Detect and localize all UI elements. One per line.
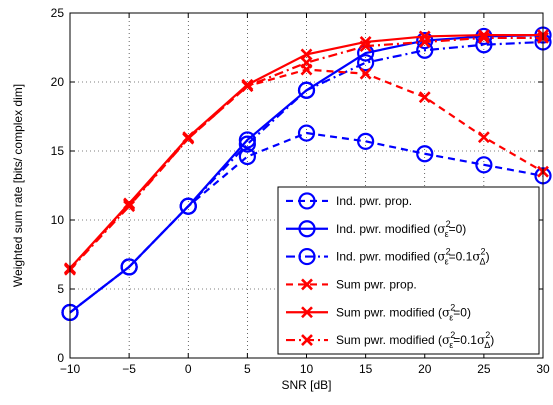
legend-text: Ind. pwr. modified ( [336,222,437,236]
ticks: −10 −5 0 5 10 15 20 25 30 0 5 10 15 20 25 [51,6,550,376]
legend-symbol: σ [437,222,445,236]
legend-symbol: σ [472,250,480,264]
legend-superscript: 2 [446,219,451,229]
data-point [182,132,195,145]
data-point [301,334,313,347]
x-tick-label: 10 [300,362,314,376]
data-point [301,278,313,291]
legend-superscript: 2 [446,247,451,257]
legend-superscript: 2 [450,330,455,340]
data-point [418,91,431,104]
legend-text: ) [490,333,494,347]
data-point [298,192,316,210]
data-point [301,306,313,319]
x-tick-label: −10 [60,362,81,376]
data-point [298,247,316,266]
legend-symbol: σ [477,333,485,347]
legend-subscript: ε [449,340,453,350]
legend-text: =0) [449,222,467,236]
legend-text: Sum pwr. modified ( [336,333,442,347]
legend-text: ) [486,250,490,264]
legend-superscript: 2 [485,330,490,340]
data-point [238,147,256,166]
legend-label: Sum pwr. prop. [336,277,417,291]
data-point [477,131,490,144]
legend-subscript: ε [449,312,453,322]
legend-text: Ind. pwr. prop. [336,194,412,208]
legend-label: Sum pwr. modified (σ2 ε=0) [336,302,471,322]
data-point [475,156,493,174]
legend-text: =0) [453,305,471,319]
series-line [69,40,544,314]
legend-subscript: Δ [484,340,490,350]
x-tick-label: 25 [477,362,491,376]
legend-symbol: σ [437,250,445,264]
data-point [297,124,316,142]
legend-text: Ind. pwr. modified ( [336,250,437,264]
y-axis-label: Weighted sum rate [bits/ complex dim] [11,84,25,287]
legend-label: Ind. pwr. modified (σ2 ε=0.1σ2 Δ) [336,247,490,267]
series-line [69,36,543,271]
legend-entry: Ind. pwr. modified (σ2 ε=0.1σ2 Δ) [286,247,490,267]
data-point [238,135,256,153]
x-tick-label: −5 [122,362,136,376]
legend-label: Ind. pwr. modified (σ2 ε=0) [336,219,466,239]
y-tick-label: 20 [51,75,65,89]
legend-text: Sum pwr. prop. [336,277,417,291]
data-point [416,145,434,163]
data-point [297,81,316,99]
data-point [123,197,136,210]
legend-entry: Ind. pwr. prop. [286,192,412,210]
legend-symbol: σ [442,305,450,319]
data-point [357,132,375,150]
data-point [241,80,254,93]
data-point [416,31,434,50]
data-point [475,27,493,46]
data-point [359,67,372,80]
series [61,33,552,322]
data-point [300,56,313,69]
y-tick-label: 15 [51,144,65,158]
legend-box [277,186,540,355]
legend-label: Ind. pwr. prop. [336,194,412,208]
data-point [298,220,316,238]
x-tick-label: 0 [185,362,192,376]
x-axis-label: SNR [dB] [281,378,331,392]
legend-subscript: Δ [480,257,486,267]
x-tick-label: 20 [418,362,432,376]
x-tick-label: 30 [536,362,550,376]
data-point [120,258,138,276]
legend-text: =0.1 [449,250,473,264]
legend-subscript: ε [445,257,449,267]
legend-entry: Sum pwr. prop. [286,277,417,291]
data-point [418,36,431,48]
legend-subscript: ε [445,229,449,239]
legend-text: =0.1 [453,333,477,347]
x-tick-label: 5 [244,362,251,376]
legend: Ind. pwr. prop.Ind. pwr. modified (σ2 ε=0… [277,186,540,355]
legend-entry: Sum pwr. modified (σ2 ε=0) [286,302,471,322]
data-point [123,200,136,213]
y-tick-label: 0 [57,351,64,365]
data-point [179,197,197,215]
y-tick-label: 10 [51,213,65,227]
x-tick-label: 15 [359,362,373,376]
series-group [61,26,552,322]
y-tick-label: 5 [57,282,64,296]
legend-symbol: σ [442,333,450,347]
legend-label: Sum pwr. modified (σ2 ε=0.1σ2 Δ) [336,330,494,350]
legend-superscript: 2 [450,302,455,312]
data-point [359,40,372,53]
data-point [477,31,490,44]
legend-entry: Ind. pwr. modified (σ2 ε=0) [286,219,466,239]
data-point [357,54,375,72]
legend-entry: Sum pwr. modified (σ2 ε=0.1σ2 Δ) [286,330,494,350]
legend-text: Sum pwr. modified ( [336,305,442,319]
y-tick-label: 25 [51,6,65,20]
legend-superscript: 2 [481,247,486,257]
